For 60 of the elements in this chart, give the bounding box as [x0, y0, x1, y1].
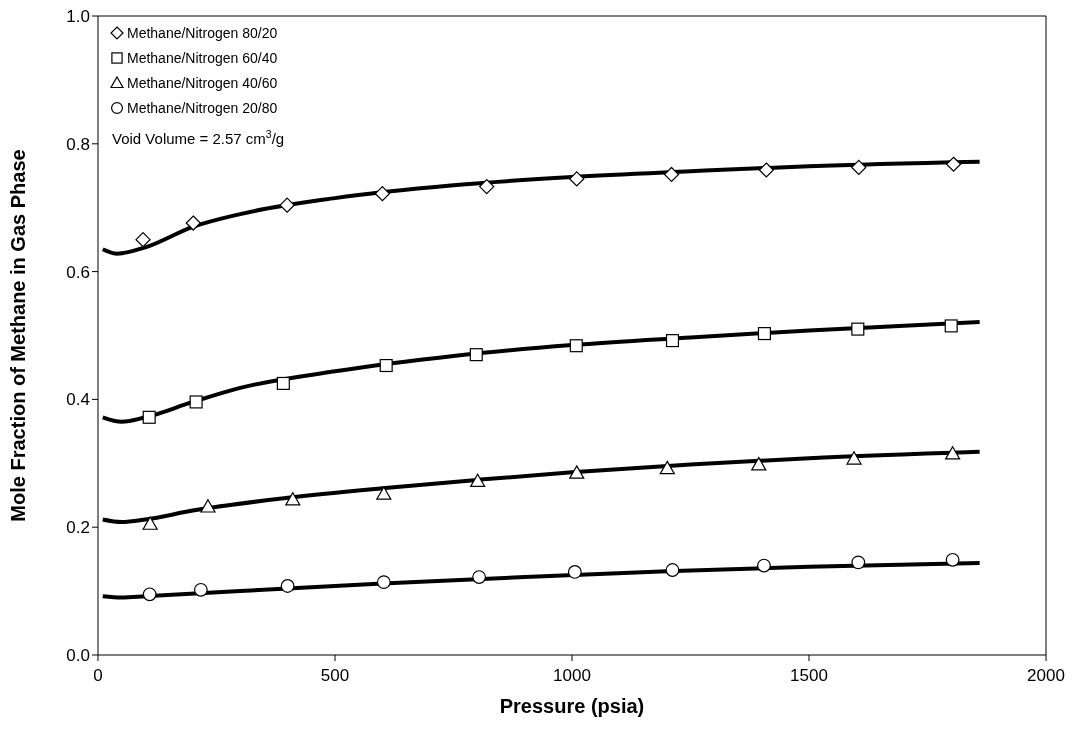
x-tick-label: 2000	[1027, 666, 1065, 685]
legend-label: Methane/Nitrogen 20/80	[127, 100, 278, 116]
y-tick-label: 0.4	[66, 390, 90, 410]
point	[276, 376, 290, 390]
legend-label: Methane/Nitrogen 60/40	[127, 50, 278, 66]
point	[569, 339, 583, 353]
point	[758, 162, 774, 178]
point	[569, 171, 585, 187]
point	[185, 215, 201, 231]
point	[944, 319, 958, 333]
x-tick-label: 0	[93, 666, 103, 685]
point	[285, 492, 301, 506]
line-series	[100, 320, 982, 424]
point	[472, 570, 486, 584]
point	[851, 159, 867, 176]
point	[470, 473, 486, 488]
y-axis-title: Mole Fraction of Methane in Gas Phase	[7, 149, 30, 522]
x-axis-title: Pressure (psia)	[499, 695, 645, 717]
point	[376, 575, 391, 590]
point	[135, 232, 151, 248]
point	[665, 334, 680, 348]
point	[193, 582, 208, 597]
point	[945, 156, 962, 172]
point	[189, 395, 203, 409]
y-tick-label: 0.6	[66, 262, 90, 282]
point	[569, 465, 585, 479]
point	[945, 552, 960, 567]
point	[851, 322, 865, 336]
x-tick-label: 1500	[790, 666, 828, 685]
point	[142, 410, 156, 424]
legend-label: Methane/Nitrogen 40/60	[127, 75, 278, 91]
point	[374, 186, 390, 202]
point	[479, 179, 495, 195]
point	[379, 358, 393, 373]
legend-label: Methane/Nitrogen 80/20	[127, 25, 278, 41]
point	[846, 451, 862, 465]
y-tick-label: 0.8	[66, 134, 90, 154]
point	[659, 460, 675, 475]
y-tick-label: 1.0	[66, 7, 90, 27]
point	[142, 516, 158, 530]
point	[757, 558, 771, 573]
point	[567, 565, 582, 579]
point	[751, 456, 767, 471]
point	[200, 499, 216, 513]
point	[142, 587, 157, 602]
point	[665, 563, 680, 577]
y-tick-label: 0.0	[66, 646, 90, 666]
point	[469, 348, 483, 362]
annotation: Void Volume = 2.57 cm$^{3}$/g	[112, 128, 285, 147]
y-tick-label: 0.2	[66, 518, 90, 538]
point	[945, 446, 961, 460]
point	[757, 327, 771, 341]
point	[663, 166, 680, 183]
x-tick-label: 1000	[553, 666, 591, 685]
x-tick-label: 500	[320, 666, 350, 685]
line-series	[100, 159, 982, 256]
point	[376, 486, 392, 500]
point	[279, 197, 295, 213]
point	[280, 579, 295, 593]
point	[851, 555, 866, 570]
